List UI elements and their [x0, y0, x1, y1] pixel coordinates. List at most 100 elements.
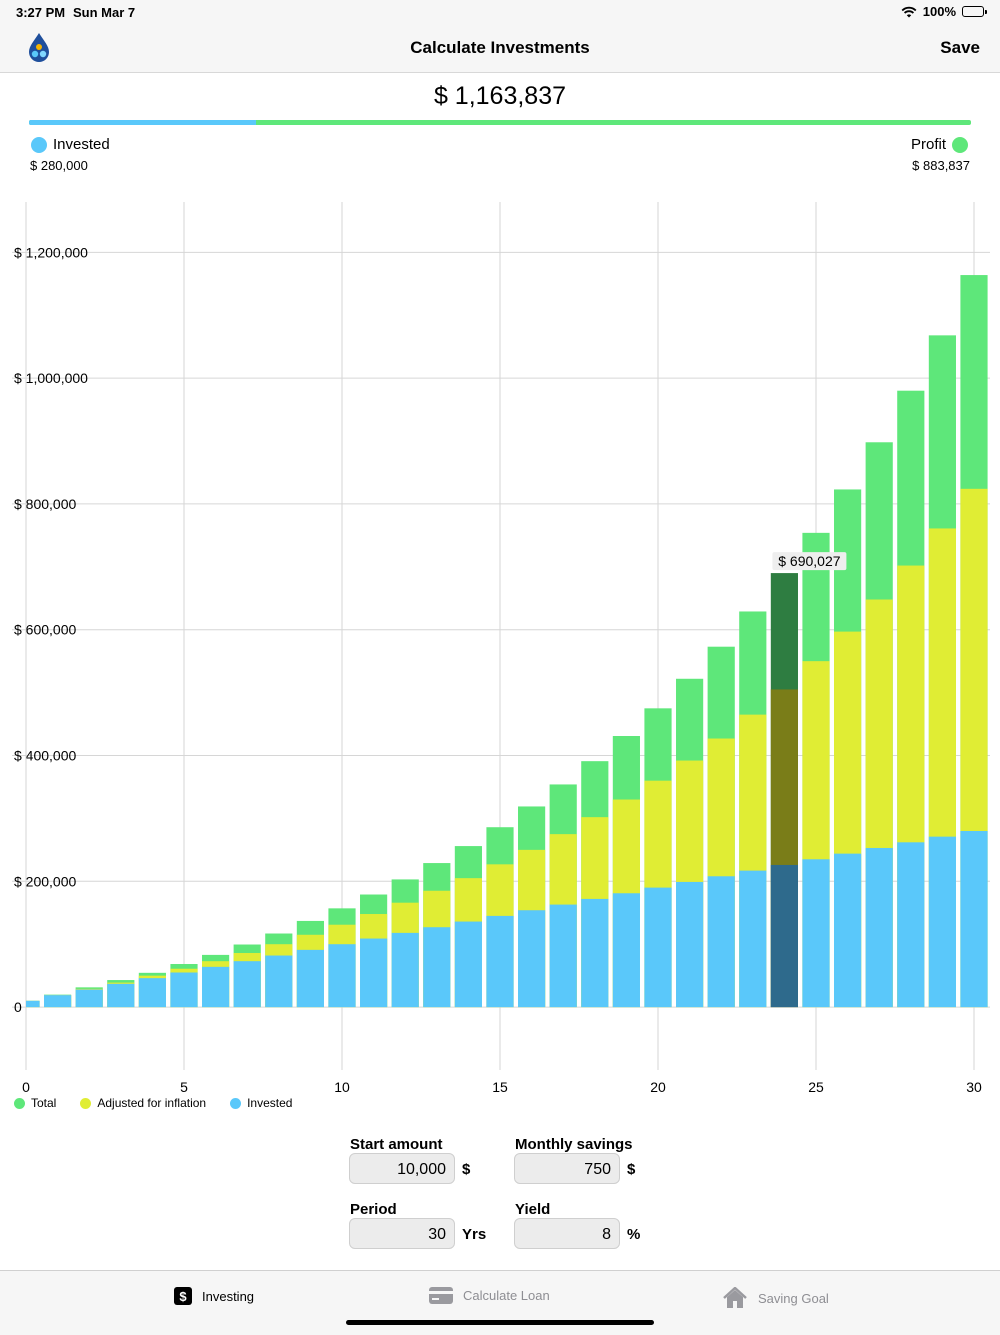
- bar-invested[interactable]: [612, 893, 640, 1008]
- bar-invested[interactable]: [391, 932, 419, 1008]
- invested-ratio-fill: [29, 120, 256, 125]
- battery-icon: [962, 6, 987, 17]
- bar-invested[interactable]: [423, 927, 451, 1008]
- bar-invested[interactable]: [834, 853, 862, 1008]
- bar-invested[interactable]: [581, 898, 609, 1008]
- start-amount-unit: $: [462, 1161, 471, 1178]
- bar-invested[interactable]: [928, 836, 956, 1008]
- monthly-savings-input[interactable]: 750: [514, 1153, 620, 1184]
- invested-value: $ 280,000: [30, 158, 88, 173]
- invested-dot-icon: [31, 136, 47, 153]
- svg-text:$: $: [179, 1289, 187, 1304]
- profit-dot-icon: [952, 136, 968, 153]
- y-tick-label: 0: [14, 999, 22, 1015]
- credit-card-icon: [429, 1287, 453, 1304]
- x-tick-label: 30: [966, 1079, 982, 1095]
- wifi-icon: [901, 6, 917, 17]
- bar-invested[interactable]: [960, 830, 988, 1008]
- profit-label: Profit: [910, 136, 946, 153]
- tab-investing[interactable]: $ Investing: [174, 1287, 254, 1305]
- yield-label: Yield: [515, 1201, 551, 1218]
- monthly-savings-unit: $: [627, 1161, 636, 1178]
- invested-legend-dot-icon: [230, 1097, 242, 1109]
- y-tick-label: $ 800,000: [14, 496, 76, 512]
- status-bar: 3:27 PM Sun Mar 7 100%: [0, 0, 1000, 24]
- bar-invested[interactable]: [75, 989, 103, 1008]
- bar-invested[interactable]: [138, 978, 166, 1008]
- bar-invested[interactable]: [233, 961, 261, 1008]
- bar-invested[interactable]: [518, 910, 546, 1008]
- start-amount-input[interactable]: 10,000: [349, 1153, 455, 1184]
- bar-invested[interactable]: [676, 881, 704, 1008]
- start-amount-label: Start amount: [350, 1136, 443, 1153]
- save-button[interactable]: Save: [940, 38, 980, 57]
- bar-invested[interactable]: [107, 983, 135, 1008]
- bar-invested[interactable]: [739, 870, 767, 1008]
- y-tick-label: $ 400,000: [14, 748, 76, 764]
- period-label: Period: [350, 1201, 397, 1218]
- inflation-dot-icon: [80, 1097, 92, 1109]
- period-input[interactable]: 30: [349, 1218, 455, 1249]
- legend-item-inflation: Adjusted for inflation: [80, 1096, 206, 1110]
- tab-investing-label: Investing: [202, 1288, 255, 1304]
- bar-invested[interactable]: [265, 955, 293, 1008]
- bar-invested[interactable]: [770, 864, 798, 1008]
- bar-invested[interactable]: [44, 995, 72, 1008]
- invested-profit-ratio-bar: [29, 120, 971, 125]
- tab-calculate-loan[interactable]: Calculate Loan: [429, 1287, 550, 1304]
- status-right: 100%: [901, 4, 987, 19]
- x-tick-label: 5: [180, 1079, 188, 1095]
- tab-bar: $ Investing Calculate Loan Saving Goal: [0, 1270, 1000, 1335]
- tab-saving-goal-label: Saving Goal: [758, 1290, 829, 1306]
- bar-invested[interactable]: [802, 859, 830, 1008]
- bar-invested[interactable]: [26, 1000, 40, 1008]
- investment-growth-chart[interactable]: 0 $ 200,000 $ 400,000 $ 600,000 $ 800,000 $ 1…: [0, 190, 1000, 1100]
- bar-invested[interactable]: [486, 915, 514, 1008]
- y-tick-label: $ 600,000: [14, 622, 76, 638]
- highlight-tooltip-label: $ 690,027: [778, 553, 840, 569]
- bar-invested[interactable]: [328, 944, 356, 1008]
- x-tick-label: 20: [650, 1079, 666, 1095]
- profit-legend: Profit: [911, 136, 968, 153]
- legend-total-label: Total: [31, 1096, 57, 1110]
- x-tick-label: 0: [22, 1079, 30, 1095]
- home-indicator: [346, 1320, 654, 1325]
- tab-calculate-loan-label: Calculate Loan: [463, 1288, 550, 1303]
- invested-label: Invested: [53, 136, 110, 153]
- house-icon: [723, 1287, 747, 1308]
- bar-invested[interactable]: [707, 876, 735, 1008]
- bar-invested[interactable]: [296, 949, 324, 1008]
- bar-invested[interactable]: [454, 921, 482, 1008]
- chart-legend: Total Adjusted for inflation Invested: [14, 1096, 292, 1110]
- navigation-bar: Calculate Investments Save: [0, 24, 1000, 73]
- x-tick-label: 15: [492, 1079, 508, 1095]
- legend-invested-label: Invested: [247, 1096, 293, 1110]
- water-drop-icon[interactable]: [26, 32, 52, 64]
- yield-input[interactable]: 8: [514, 1218, 620, 1249]
- total-value: $ 1,163,837: [433, 82, 567, 110]
- status-date: Sun Mar 7: [73, 5, 136, 20]
- x-tick-label: 25: [808, 1079, 824, 1095]
- bar-invested[interactable]: [202, 966, 230, 1008]
- tab-saving-goal[interactable]: Saving Goal: [722, 1287, 829, 1309]
- total-dot-icon: [14, 1097, 25, 1109]
- status-time: 3:27 PM: [16, 5, 66, 20]
- profit-value: $ 883,837: [912, 158, 970, 173]
- bar-invested[interactable]: [644, 887, 672, 1008]
- bar-invested[interactable]: [897, 842, 925, 1008]
- invested-legend: Invested: [31, 136, 110, 153]
- legend-inflation-label: Adjusted for inflation: [97, 1096, 207, 1110]
- y-tick-label: $ 1,200,000: [14, 244, 88, 260]
- bar-invested[interactable]: [360, 938, 388, 1008]
- x-tick-label: 10: [334, 1079, 350, 1095]
- dollar-icon: $: [174, 1287, 192, 1305]
- page-title: Calculate Investments: [410, 38, 590, 57]
- monthly-savings-label: Monthly savings: [515, 1136, 633, 1153]
- bar-invested[interactable]: [865, 847, 893, 1008]
- bar-invested[interactable]: [549, 904, 577, 1008]
- battery-percent: 100%: [922, 4, 956, 19]
- period-unit: Yrs: [462, 1226, 487, 1243]
- legend-item-invested: Invested: [230, 1096, 292, 1110]
- legend-item-total: Total: [14, 1096, 56, 1110]
- bar-invested[interactable]: [170, 972, 198, 1008]
